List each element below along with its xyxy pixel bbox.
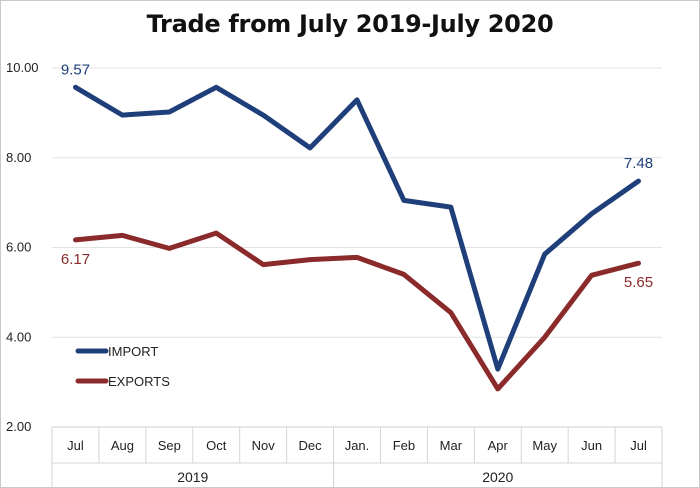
x-tick-label: Aug [111,438,134,453]
y-tick-label: 6.00 [6,240,31,255]
data-label: 5.65 [624,274,653,291]
data-label: 7.48 [624,155,653,172]
x-tick-label: Jan. [345,438,370,453]
x-tick-label: Nov [252,438,276,453]
x-year-label: 2019 [177,469,208,485]
x-tick-label: Feb [393,438,415,453]
legend-label-exports: EXPORTS [108,374,170,389]
x-tick-label: May [532,438,557,453]
x-tick-label: Apr [488,438,509,453]
x-tick-label: Jul [67,438,84,453]
data-label: 6.17 [61,251,90,268]
x-tick-label: Jun [581,438,602,453]
x-tick-label: Oct [206,438,227,453]
data-label: 9.57 [61,61,90,78]
x-tick-label: Dec [299,438,323,453]
x-tick-label: Mar [440,438,463,453]
y-tick-label: 10.00 [6,60,39,75]
x-tick-label: Jul [630,438,647,453]
y-tick-label: 2.00 [6,419,31,434]
chart-title: Trade from July 2019-July 2020 [146,10,554,38]
x-tick-label: Sep [158,438,181,453]
y-tick-label: 4.00 [6,329,31,344]
x-year-label: 2020 [482,469,513,485]
legend-label-import: IMPORT [108,344,158,359]
y-tick-label: 8.00 [6,150,31,165]
series-line-exports [73,230,641,392]
